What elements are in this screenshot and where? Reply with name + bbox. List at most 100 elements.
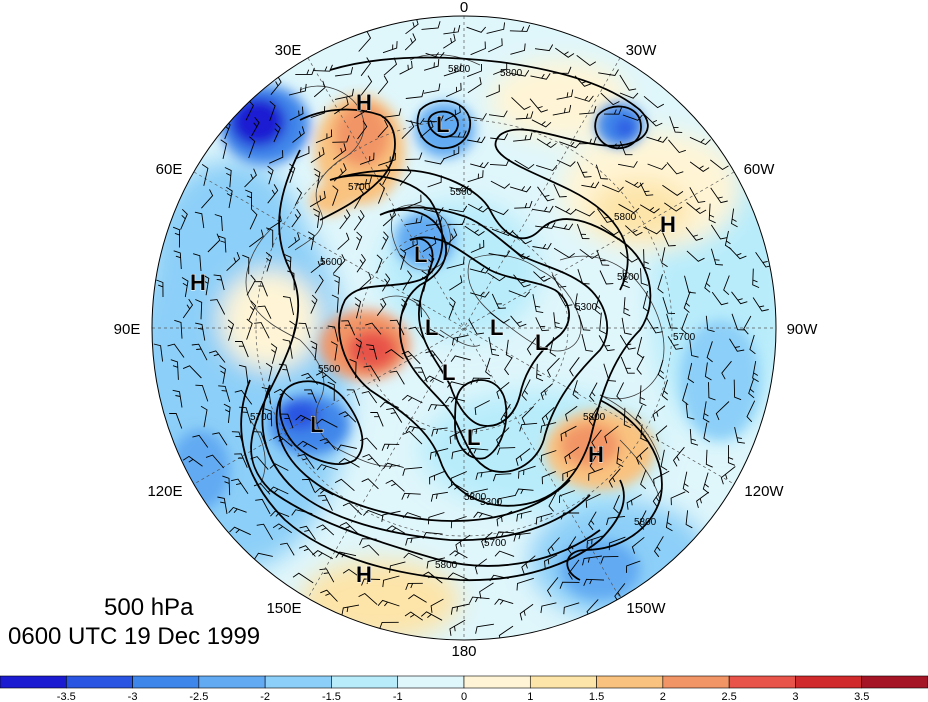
wind-barb <box>559 490 575 504</box>
wind-barb <box>404 194 422 209</box>
wind-barb <box>298 545 316 557</box>
wind-barb <box>508 290 531 298</box>
wind-barb <box>496 447 516 455</box>
wind-barb <box>270 75 282 95</box>
wind-barb <box>446 82 462 98</box>
wind-barb <box>729 338 745 352</box>
wind-barb <box>595 164 608 180</box>
wind-barb <box>342 568 362 579</box>
wind-barb <box>598 335 615 352</box>
wind-barb <box>230 478 249 495</box>
wind-barb <box>606 515 626 526</box>
wind-barb <box>210 299 226 315</box>
wind-barb <box>314 274 324 294</box>
wind-barb <box>448 205 468 213</box>
wind-barb <box>668 139 686 154</box>
wind-barb <box>672 446 685 467</box>
colorbar-swatch <box>596 675 664 689</box>
wind-barb <box>382 575 400 588</box>
wind-barb <box>642 290 650 313</box>
high-center-label: H <box>660 212 676 237</box>
lon-label-120w: 120W <box>744 483 784 500</box>
wind-barb <box>356 254 366 273</box>
colorbar-tick-label: 0 <box>461 691 467 702</box>
wind-barb <box>686 250 705 262</box>
wind-barb <box>353 102 369 119</box>
wind-barb <box>408 594 427 603</box>
wind-barb <box>553 247 575 259</box>
wind-barb <box>535 512 553 525</box>
wind-barb <box>172 226 181 248</box>
wind-barb <box>269 463 289 471</box>
wind-barb <box>536 138 557 149</box>
contour-label: 5700 <box>348 182 371 193</box>
wind-barb <box>358 31 372 52</box>
wind-barb <box>423 83 441 94</box>
wind-barb <box>349 358 357 379</box>
wind-barb <box>661 231 676 247</box>
wind-barb <box>536 164 558 172</box>
wind-barb <box>551 274 567 288</box>
wind-barb <box>310 294 318 314</box>
wind-barb <box>447 217 466 225</box>
colorbar-swatch <box>861 675 928 689</box>
colorbar-tick-label: 1.5 <box>589 691 604 702</box>
wind-barb <box>603 363 617 382</box>
lon-label-60e: 60E <box>156 161 183 178</box>
wind-barb <box>224 167 232 188</box>
wind-barb <box>620 356 635 374</box>
wind-barb <box>341 604 360 615</box>
wind-barb <box>547 537 560 557</box>
wind-barb <box>295 146 310 160</box>
wind-barb <box>431 427 448 437</box>
wind-barb <box>748 378 755 399</box>
wind-barb <box>170 359 179 380</box>
wind-barb <box>639 204 660 214</box>
wind-barb <box>613 494 620 514</box>
wind-barb <box>490 180 511 189</box>
colorbar-tick-label: -3.5 <box>57 691 76 702</box>
wind-barb <box>652 487 663 508</box>
wind-barb <box>245 189 253 210</box>
wind-barb <box>603 107 622 115</box>
wind-barb <box>708 203 716 224</box>
wind-barb <box>752 268 760 289</box>
height-contours <box>240 56 663 582</box>
wind-barb <box>304 389 317 403</box>
wind-barb <box>405 89 425 99</box>
wind-barb <box>643 226 663 235</box>
wind-barb <box>521 405 535 425</box>
wind-barb <box>589 382 598 402</box>
wind-barb <box>702 472 710 494</box>
wind-barb <box>682 471 690 493</box>
wind-barb <box>727 445 736 466</box>
wind-barb <box>475 623 494 634</box>
wind-barb <box>423 59 440 71</box>
wind-barb <box>443 24 461 35</box>
wind-barb <box>511 97 531 110</box>
wind-barb <box>475 470 493 480</box>
wind-barb <box>362 544 380 556</box>
wind-barb <box>556 159 576 167</box>
wind-barb <box>239 406 252 424</box>
wind-barb <box>278 363 291 382</box>
wind-barb <box>624 225 643 236</box>
graticule <box>152 16 776 640</box>
wind-barb <box>294 187 303 206</box>
map-border <box>151 15 777 641</box>
wind-barb <box>467 64 482 78</box>
wind-barb <box>182 298 194 319</box>
wind-barb <box>272 523 292 534</box>
wind-barb <box>361 578 381 586</box>
wind-barb <box>359 152 375 165</box>
wind-barb <box>444 105 461 121</box>
wind-barb <box>377 75 389 95</box>
wind-barb <box>378 152 396 166</box>
wind-barb <box>195 299 203 320</box>
lon-label-90w: 90W <box>787 321 819 338</box>
wind-barb <box>342 502 362 516</box>
wind-barb <box>191 343 208 361</box>
wind-barb <box>315 371 337 384</box>
wind-barb <box>362 453 381 468</box>
colorbar-swatch <box>0 675 67 689</box>
